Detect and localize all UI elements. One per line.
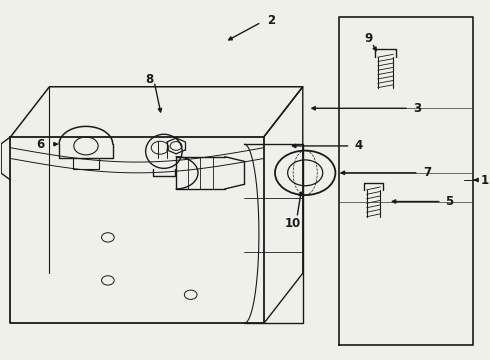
- Text: 3: 3: [413, 102, 421, 115]
- Text: 2: 2: [267, 14, 275, 27]
- Text: 7: 7: [423, 166, 431, 179]
- Text: 4: 4: [355, 139, 363, 152]
- Text: 9: 9: [365, 32, 373, 45]
- Text: 8: 8: [145, 73, 153, 86]
- Text: 1: 1: [480, 174, 489, 186]
- Text: 5: 5: [445, 195, 453, 208]
- Text: 6: 6: [37, 138, 45, 150]
- Text: 10: 10: [285, 216, 301, 230]
